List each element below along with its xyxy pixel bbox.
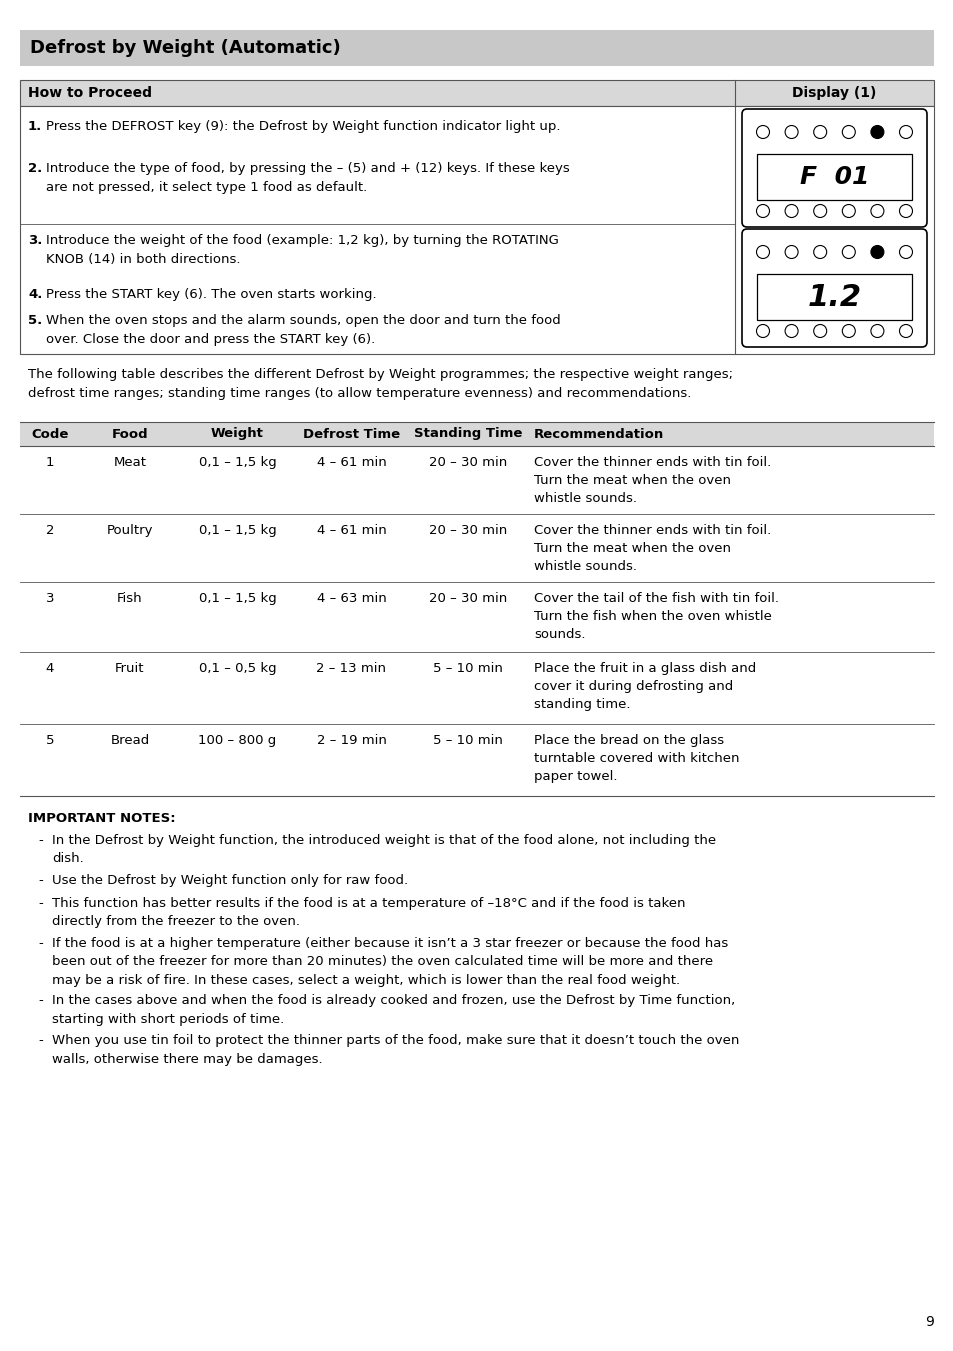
Text: 20 – 30 min: 20 – 30 min <box>429 524 507 536</box>
Text: Place the bread on the glass
turntable covered with kitchen
paper towel.: Place the bread on the glass turntable c… <box>534 734 739 784</box>
Bar <box>757 274 911 320</box>
Bar <box>20 422 933 446</box>
Text: 4 – 63 min: 4 – 63 min <box>316 592 386 605</box>
Text: Defrost by Weight (Automatic): Defrost by Weight (Automatic) <box>30 39 340 57</box>
Text: 0,1 – 0,5 kg: 0,1 – 0,5 kg <box>198 662 276 676</box>
Text: -: - <box>38 897 43 911</box>
Circle shape <box>756 204 769 218</box>
Text: 5: 5 <box>46 734 54 747</box>
Circle shape <box>870 126 883 139</box>
Text: 2 – 19 min: 2 – 19 min <box>316 734 386 747</box>
Text: 5 – 10 min: 5 – 10 min <box>433 734 502 747</box>
Text: 0,1 – 1,5 kg: 0,1 – 1,5 kg <box>198 524 276 536</box>
Circle shape <box>813 204 826 218</box>
Text: 1.2: 1.2 <box>806 282 861 312</box>
Circle shape <box>756 246 769 258</box>
Text: -: - <box>38 834 43 847</box>
Text: 4.: 4. <box>28 288 42 301</box>
Text: -: - <box>38 994 43 1006</box>
Text: The following table describes the different Defrost by Weight programmes; the re: The following table describes the differ… <box>28 367 732 400</box>
Text: Bread: Bread <box>111 734 150 747</box>
Circle shape <box>784 324 798 338</box>
Text: 0,1 – 1,5 kg: 0,1 – 1,5 kg <box>198 457 276 469</box>
Text: Standing Time: Standing Time <box>414 427 521 440</box>
Text: Display (1): Display (1) <box>792 86 876 100</box>
Text: 20 – 30 min: 20 – 30 min <box>429 457 507 469</box>
Circle shape <box>870 246 883 258</box>
Text: If the food is at a higher temperature (either because it isn’t a 3 star freezer: If the food is at a higher temperature (… <box>52 938 727 988</box>
Text: IMPORTANT NOTES:: IMPORTANT NOTES: <box>28 812 175 825</box>
Text: Cover the thinner ends with tin foil.
Turn the meat when the oven
whistle sounds: Cover the thinner ends with tin foil. Tu… <box>534 524 770 573</box>
Text: Fish: Fish <box>117 592 143 605</box>
Text: F  01: F 01 <box>799 165 868 189</box>
Text: 9: 9 <box>924 1315 933 1329</box>
Text: 0,1 – 1,5 kg: 0,1 – 1,5 kg <box>198 592 276 605</box>
Text: Use the Defrost by Weight function only for raw food.: Use the Defrost by Weight function only … <box>52 874 408 888</box>
Text: -: - <box>38 874 43 888</box>
Circle shape <box>899 246 911 258</box>
Text: Place the fruit in a glass dish and
cover it during defrosting and
standing time: Place the fruit in a glass dish and cove… <box>534 662 756 711</box>
Bar <box>20 30 933 66</box>
Text: When the oven stops and the alarm sounds, open the door and turn the food
over. : When the oven stops and the alarm sounds… <box>46 313 560 346</box>
Text: 4: 4 <box>46 662 54 676</box>
Circle shape <box>899 324 911 338</box>
Circle shape <box>813 324 826 338</box>
Text: Press the DEFROST key (9): the Defrost by Weight function indicator light up.: Press the DEFROST key (9): the Defrost b… <box>46 120 560 132</box>
Circle shape <box>899 204 911 218</box>
Text: 2: 2 <box>46 524 54 536</box>
Text: Press the START key (6). The oven starts working.: Press the START key (6). The oven starts… <box>46 288 376 301</box>
Text: Cover the tail of the fish with tin foil.
Turn the fish when the oven whistle
so: Cover the tail of the fish with tin foil… <box>534 592 779 640</box>
Text: 3.: 3. <box>28 234 42 247</box>
Circle shape <box>784 246 798 258</box>
Text: When you use tin foil to protect the thinner parts of the food, make sure that i: When you use tin foil to protect the thi… <box>52 1034 739 1066</box>
Circle shape <box>784 126 798 139</box>
Text: Weight: Weight <box>211 427 264 440</box>
Circle shape <box>841 324 855 338</box>
FancyBboxPatch shape <box>741 109 926 227</box>
Text: In the cases above and when the food is already cooked and frozen, use the Defro: In the cases above and when the food is … <box>52 994 735 1025</box>
Text: Poultry: Poultry <box>107 524 153 536</box>
Text: Code: Code <box>31 427 69 440</box>
Text: 5 – 10 min: 5 – 10 min <box>433 662 502 676</box>
Text: Cover the thinner ends with tin foil.
Turn the meat when the oven
whistle sounds: Cover the thinner ends with tin foil. Tu… <box>534 457 770 505</box>
Text: Food: Food <box>112 427 148 440</box>
Text: 1: 1 <box>46 457 54 469</box>
Text: 4 – 61 min: 4 – 61 min <box>316 524 386 536</box>
Text: -: - <box>38 938 43 950</box>
Text: 4 – 61 min: 4 – 61 min <box>316 457 386 469</box>
Text: Introduce the type of food, by pressing the – (5) and + (12) keys. If these keys: Introduce the type of food, by pressing … <box>46 162 569 193</box>
Circle shape <box>841 204 855 218</box>
Circle shape <box>813 246 826 258</box>
Text: 2.: 2. <box>28 162 42 176</box>
Circle shape <box>870 324 883 338</box>
Bar <box>20 80 933 105</box>
Text: 100 – 800 g: 100 – 800 g <box>198 734 276 747</box>
Text: 20 – 30 min: 20 – 30 min <box>429 592 507 605</box>
Circle shape <box>756 126 769 139</box>
Text: 1.: 1. <box>28 120 42 132</box>
Circle shape <box>841 126 855 139</box>
Text: Introduce the weight of the food (example: 1,2 kg), by turning the ROTATING
KNOB: Introduce the weight of the food (exampl… <box>46 234 558 266</box>
Circle shape <box>756 324 769 338</box>
Bar <box>20 105 933 354</box>
Text: 2 – 13 min: 2 – 13 min <box>316 662 386 676</box>
Text: Defrost Time: Defrost Time <box>303 427 399 440</box>
Text: How to Proceed: How to Proceed <box>28 86 152 100</box>
Bar <box>757 154 911 200</box>
FancyBboxPatch shape <box>741 230 926 347</box>
Circle shape <box>870 204 883 218</box>
Text: 3: 3 <box>46 592 54 605</box>
Circle shape <box>899 126 911 139</box>
Text: This function has better results if the food is at a temperature of –18°C and if: This function has better results if the … <box>52 897 685 928</box>
Circle shape <box>813 126 826 139</box>
Text: 5.: 5. <box>28 313 42 327</box>
Text: -: - <box>38 1034 43 1047</box>
Circle shape <box>784 204 798 218</box>
Text: Fruit: Fruit <box>115 662 145 676</box>
Circle shape <box>841 246 855 258</box>
Text: Meat: Meat <box>113 457 147 469</box>
Text: Recommendation: Recommendation <box>534 427 663 440</box>
Text: In the Defrost by Weight function, the introduced weight is that of the food alo: In the Defrost by Weight function, the i… <box>52 834 716 866</box>
